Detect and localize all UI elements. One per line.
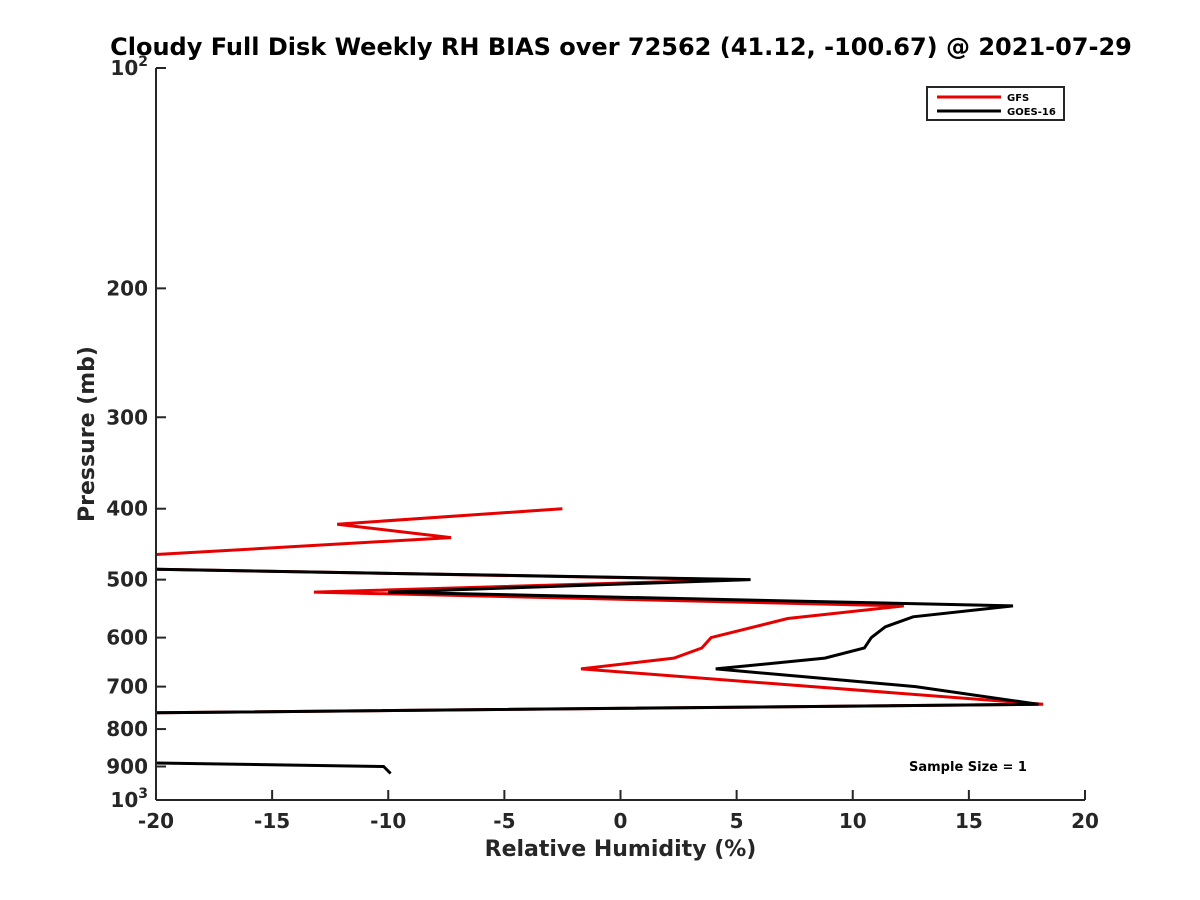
x-tick-label: -15 — [254, 809, 290, 833]
series-layer — [156, 507, 1044, 775]
axes: -20 -15 -10 -5 0 5 10 15 20 102 200 300 400 500 600 700… — [75, 54, 1099, 862]
x-tick-label: 0 — [614, 809, 628, 833]
x-tick-label: -20 — [138, 809, 174, 833]
x-tick-label: -5 — [493, 809, 515, 833]
y-tick-label: 103 — [110, 786, 148, 812]
y-tick-label: 900 — [106, 755, 148, 779]
x-tick-label: -10 — [370, 809, 406, 833]
legend-box — [926, 86, 1065, 121]
x-axis-label: Relative Humidity (%) — [485, 837, 757, 862]
x-tick-label: 5 — [730, 809, 744, 833]
y-tick-label: 500 — [106, 568, 148, 592]
x-tick-label: 15 — [955, 809, 983, 833]
y-tick-label: 300 — [106, 405, 148, 429]
legend-entry: GOES-16 — [1007, 107, 1056, 118]
series-line-goes-16 — [156, 567, 1039, 775]
legend-entry: GFS — [1007, 93, 1029, 104]
y-axis-label: Pressure (mb) — [75, 346, 100, 522]
sample-size-annotation: Sample Size = 1 — [909, 760, 1027, 775]
plot-area — [156, 68, 1085, 800]
plot-background — [156, 68, 1085, 800]
x-tick-label: 20 — [1071, 809, 1099, 833]
y-tick-label: 200 — [106, 276, 148, 300]
chart-title: Cloudy Full Disk Weekly RH BIAS over 725… — [110, 33, 1132, 61]
y-tick-label: 400 — [106, 497, 148, 521]
series-line-gfs — [156, 507, 1044, 715]
y-tick-label: 600 — [106, 626, 148, 650]
y-tick-label: 800 — [106, 717, 148, 741]
x-tick-label: 10 — [839, 809, 867, 833]
y-tick-label: 700 — [106, 675, 148, 699]
legend: GFS GOES-16 — [926, 86, 1065, 121]
y-tick-label: 102 — [110, 54, 148, 80]
